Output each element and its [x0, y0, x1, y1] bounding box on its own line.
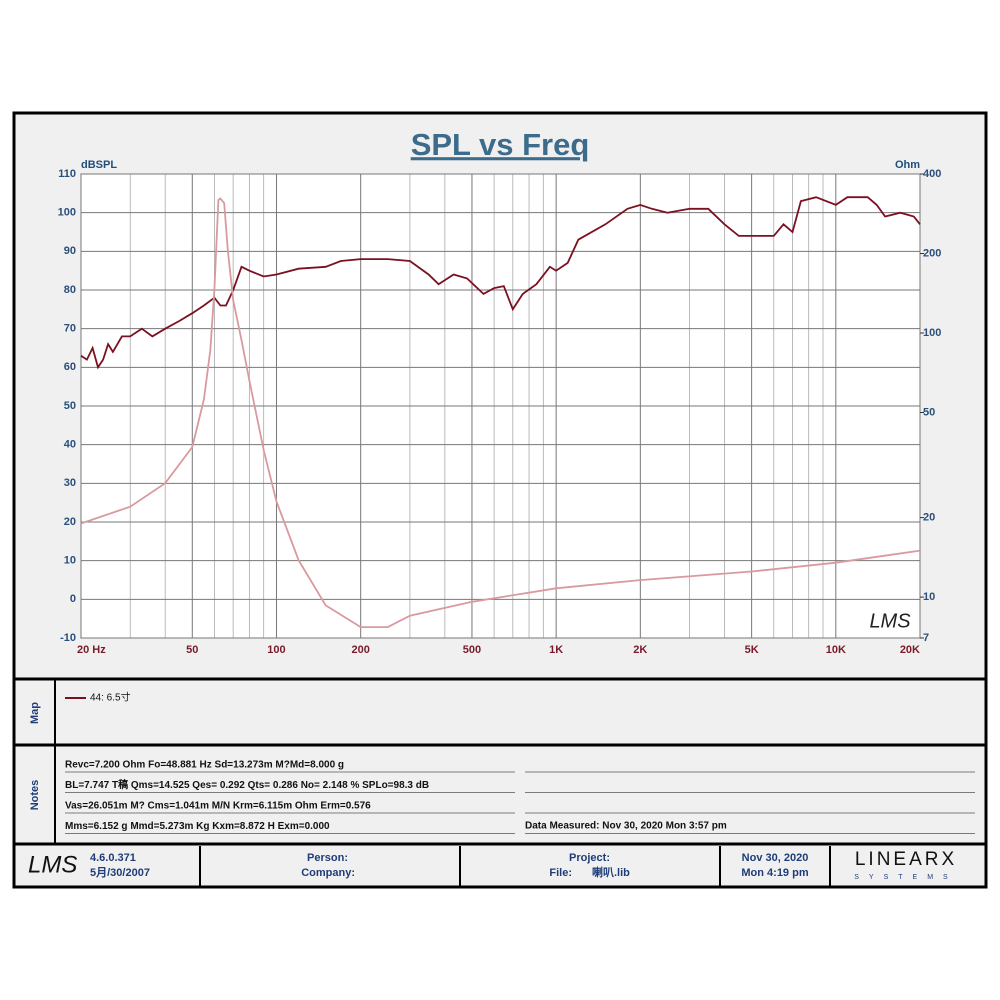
y2-tick-label: 100	[923, 327, 941, 339]
y-tick-label: 110	[58, 168, 76, 180]
y-tick-label: 60	[64, 361, 76, 373]
y2-tick-label: 7	[923, 632, 929, 644]
date: Nov 30, 2020	[742, 852, 809, 864]
x-tick-label: 20 Hz	[77, 644, 106, 656]
y2-tick-label: 20	[923, 511, 935, 523]
y-tick-label: 10	[64, 555, 76, 567]
y2-tick-label: 200	[923, 247, 941, 259]
note-line: Revc=7.200 Ohm Fo=48.881 Hz Sd=13.273m M…	[65, 760, 344, 771]
x-tick-label: 1K	[549, 644, 563, 656]
chart-title: SPL vs Freq	[411, 127, 590, 162]
panel-label: Map	[29, 702, 41, 724]
y-tick-label: 0	[70, 593, 76, 605]
brand: LINEARX	[855, 849, 957, 870]
note-line: BL=7.747 T稿 Qms=14.525 Qes= 0.292 Qts= 0…	[65, 778, 429, 791]
project-label: Project:	[569, 852, 610, 864]
y-tick-label: 90	[64, 245, 76, 257]
file-label: File:	[549, 867, 572, 879]
y-tick-label: 70	[64, 323, 76, 335]
y-tick-label: 100	[58, 207, 76, 219]
series-line	[80, 197, 921, 628]
measured: Data Measured: Nov 30, 2020 Mon 3:57 pm	[525, 821, 727, 832]
y-tick-label: 30	[64, 477, 76, 489]
y-tick-label: 80	[64, 284, 76, 296]
brand-sub: SYSTEMS	[854, 874, 957, 881]
note-line: Mms=6.152 g Mmd=5.273m Kg Kxm=8.872 H Ex…	[65, 821, 330, 832]
y2-tick-label: 50	[923, 406, 935, 418]
logo: LMS	[28, 851, 77, 878]
version-date: 5月/30/2007	[90, 866, 150, 879]
x-tick-label: 500	[463, 644, 481, 656]
y-axis-label: dBSPL	[81, 159, 117, 171]
x-tick-label: 100	[267, 644, 285, 656]
file: 喇叭.lib	[592, 865, 630, 879]
y2-tick-label: 10	[923, 591, 935, 603]
person-label: Person:	[307, 852, 348, 864]
x-tick-label: 5K	[745, 644, 759, 656]
panel-label: Notes	[29, 780, 41, 811]
y-tick-label: -10	[60, 632, 76, 644]
y-tick-label: 50	[64, 400, 76, 412]
watermark: LMS	[869, 610, 911, 632]
x-tick-label: 50	[186, 644, 198, 656]
x-tick-label: 200	[351, 644, 369, 656]
x-tick-label: 2K	[633, 644, 647, 656]
x-tick-label: 20K	[900, 644, 920, 656]
y2-tick-label: 400	[923, 168, 941, 180]
series-line	[80, 196, 921, 370]
y-tick-label: 40	[64, 439, 76, 451]
legend-label: 44: 6.5寸	[90, 691, 131, 704]
y2-axis-label: Ohm	[895, 159, 920, 171]
y-tick-label: 20	[64, 516, 76, 528]
x-tick-label: 10K	[826, 644, 846, 656]
company-label: Company:	[301, 867, 355, 879]
time: Mon 4:19 pm	[741, 867, 808, 879]
note-line: Vas=26.051m M? Cms=1.041m M/N Krm=6.115m…	[65, 801, 371, 812]
version: 4.6.0.371	[90, 852, 136, 864]
